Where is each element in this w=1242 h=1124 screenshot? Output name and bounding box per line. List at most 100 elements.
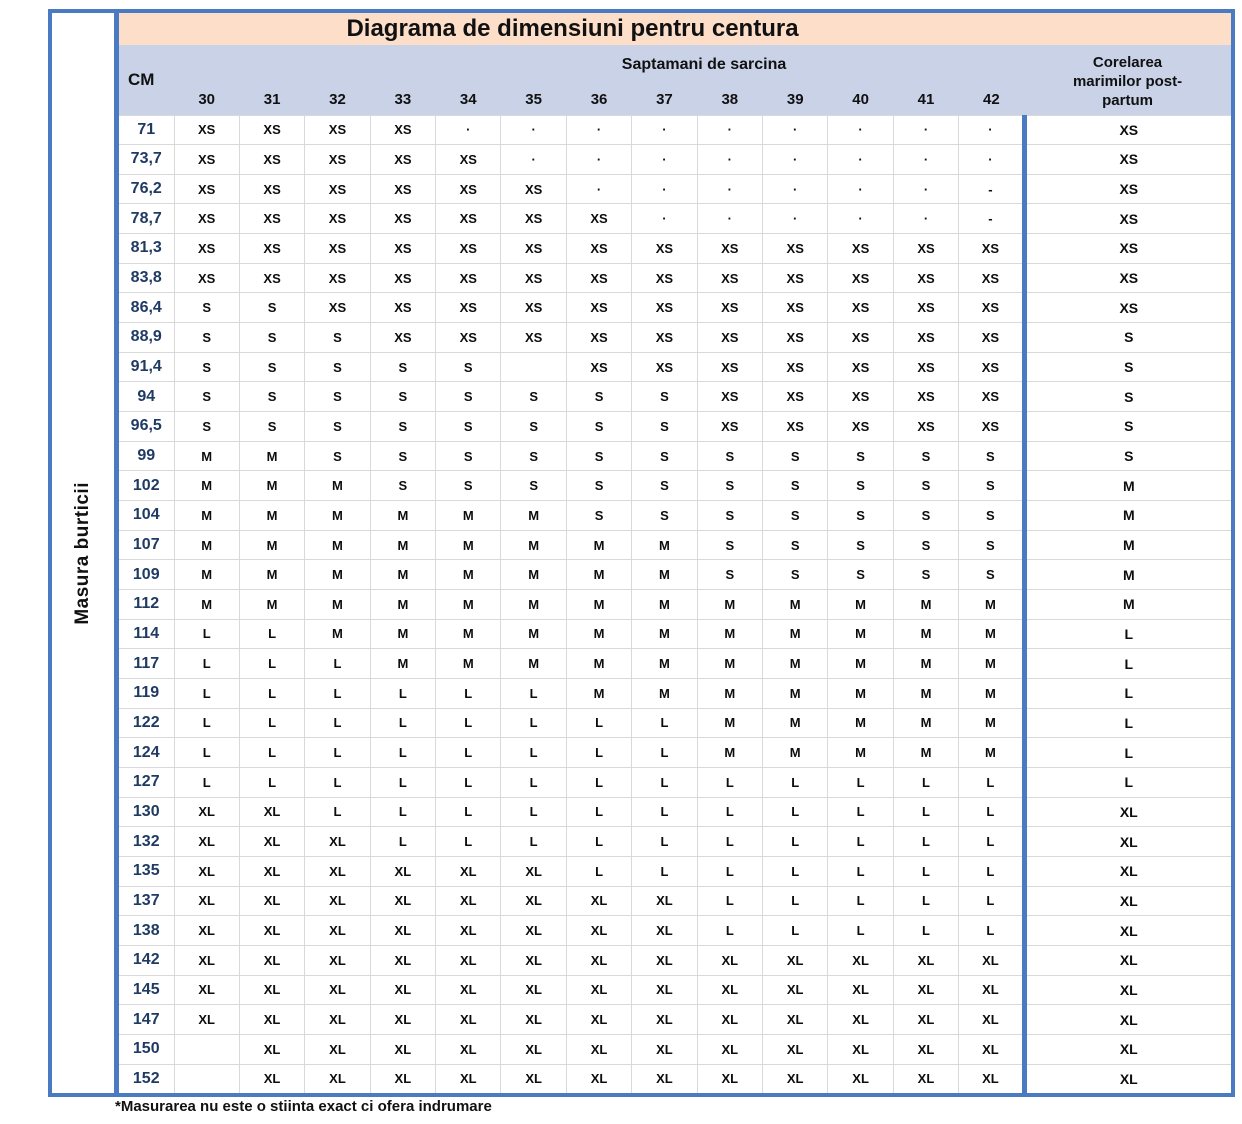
row-axis-strip: Masura burticii — [52, 13, 114, 1093]
size-cell: S — [958, 529, 1025, 561]
size-cell: S — [696, 559, 764, 590]
size-cell: XL — [238, 796, 306, 828]
title-row: Diagrama de dimensiuni pentru centura — [119, 13, 1231, 45]
table-row: 127 L L L L L L L L L L L L L L — [119, 766, 1231, 798]
size-cell: · — [565, 144, 633, 175]
size-cell: L — [369, 766, 437, 798]
size-cell: XL — [435, 855, 502, 887]
size-cell: XL — [173, 796, 240, 828]
size-cell: XL — [173, 855, 240, 887]
size-cell: L — [631, 707, 698, 739]
size-cell: M — [827, 648, 894, 679]
size-cell: XL — [173, 915, 240, 946]
size-cell: L — [173, 618, 240, 650]
size-cell: M — [173, 589, 240, 620]
size-cell: XS — [631, 233, 698, 264]
size-cell: · — [892, 144, 960, 175]
size-cell: L — [696, 855, 764, 887]
size-cell: L — [892, 855, 960, 887]
size-cell: · — [631, 144, 698, 175]
size-cell: XL — [435, 1004, 502, 1035]
size-cell: XL — [304, 1004, 371, 1035]
size-cell: M — [304, 470, 371, 502]
size-cell: L — [565, 707, 633, 739]
size-cell: · — [762, 173, 829, 205]
size-cell: S — [500, 470, 567, 502]
size-cell: XL — [565, 1033, 633, 1065]
size-cell: XL — [762, 1004, 829, 1035]
size-cell: M — [369, 559, 437, 590]
size-cell: XL — [238, 1063, 306, 1093]
size-cell: M — [892, 618, 960, 650]
size-cell: S — [565, 411, 633, 442]
table-row: 150 XL XL XL XL XL XL XL XL XL XL XL XL XL — [119, 1033, 1231, 1065]
week-column-header: 38 — [697, 85, 763, 115]
size-cell: XS — [173, 233, 240, 264]
size-cell: L — [827, 796, 894, 828]
size-cell: XL — [435, 1033, 502, 1065]
postpartum-value: L — [1021, 648, 1231, 679]
size-cell: XS — [304, 233, 371, 264]
cm-value: 127 — [119, 766, 175, 798]
size-chart-table: Diagrama de dimensiuni pentru centura CM… — [119, 13, 1231, 1093]
size-cell: M — [500, 529, 567, 561]
size-cell: XL — [238, 944, 306, 976]
size-cell: M — [958, 648, 1025, 679]
size-cell: XL — [238, 974, 306, 1006]
size-cell: XS — [827, 351, 894, 383]
size-cell: XS — [762, 233, 829, 264]
size-cell: XL — [500, 915, 567, 946]
size-cell: M — [762, 677, 829, 709]
table-row: 145 XL XL XL XL XL XL XL XL XL XL XL XL XL XL — [119, 974, 1231, 1006]
size-cell: XS — [958, 381, 1025, 413]
cm-value: 102 — [119, 470, 175, 502]
size-cell: S — [762, 559, 829, 590]
size-cell: M — [762, 707, 829, 739]
week-column-header: 41 — [893, 85, 959, 115]
size-cell: XS — [631, 292, 698, 324]
size-cell: M — [238, 440, 306, 472]
size-cell: · — [827, 114, 894, 146]
week-column-header: 39 — [762, 85, 828, 115]
size-cell: XL — [762, 944, 829, 976]
postpartum-value: S — [1021, 381, 1231, 413]
size-cell: L — [762, 796, 829, 828]
cm-value: 91,4 — [119, 351, 175, 383]
size-cell: M — [827, 618, 894, 650]
size-cell: XL — [369, 915, 437, 946]
size-cell: XS — [304, 144, 371, 175]
week-column-header: 37 — [631, 85, 698, 115]
size-cell: XL — [958, 1063, 1025, 1093]
size-cell: · — [435, 114, 502, 146]
size-cell: XL — [238, 826, 306, 857]
table-row: 114 L L M M M M M M M M M M M L — [119, 618, 1231, 650]
table-row: 132 XL XL XL L L L L L L L L L L XL — [119, 826, 1231, 857]
size-cell: XL — [631, 885, 698, 917]
table-row: 112 M M M M M M M M M M M M M M — [119, 589, 1231, 620]
size-cell: L — [892, 796, 960, 828]
size-cell: L — [238, 737, 306, 768]
postpartum-value: M — [1021, 470, 1231, 502]
size-cell: XS — [369, 144, 437, 175]
size-cell: XL — [565, 1063, 633, 1093]
size-cell: · — [631, 173, 698, 205]
cm-value: 130 — [119, 796, 175, 828]
size-cell: XL — [304, 826, 371, 857]
size-cell: XL — [304, 1033, 371, 1065]
size-cell: S — [304, 322, 371, 353]
size-cell: XL — [238, 855, 306, 887]
cm-value: 73,7 — [119, 144, 175, 175]
size-cell: XS — [435, 262, 502, 294]
cm-value: 109 — [119, 559, 175, 590]
size-cell: XL — [435, 915, 502, 946]
size-cell: XS — [958, 322, 1025, 353]
size-cell: XS — [500, 262, 567, 294]
size-cell: L — [696, 766, 764, 798]
size-cell: S — [173, 411, 240, 442]
table-row: 109 M M M M M M M M S S S S S M — [119, 559, 1231, 590]
size-cell: S — [500, 440, 567, 472]
cm-column-header: CM — [119, 45, 174, 115]
size-cell: L — [238, 618, 306, 650]
size-cell: L — [500, 826, 567, 857]
size-cell: L — [173, 648, 240, 679]
